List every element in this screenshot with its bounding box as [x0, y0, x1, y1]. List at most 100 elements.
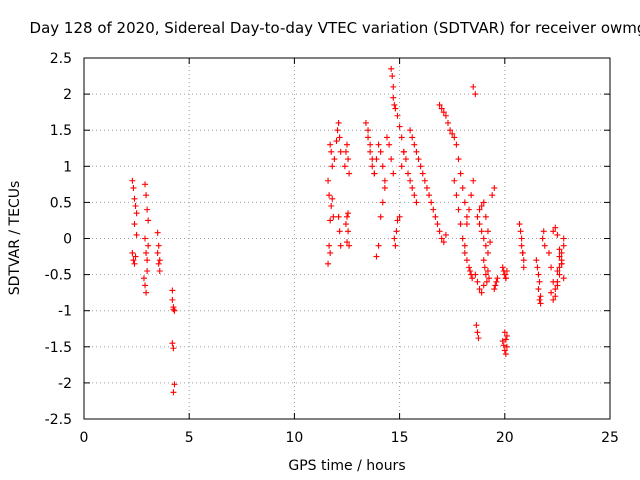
data-point [336, 228, 343, 235]
data-point [155, 242, 162, 249]
data-point [440, 109, 447, 116]
data-point [474, 329, 481, 336]
data-point [468, 192, 475, 199]
data-point [556, 246, 563, 253]
data-point [487, 239, 494, 246]
data-point [142, 282, 149, 289]
data-point [326, 242, 333, 249]
data-point [491, 184, 498, 191]
data-point [170, 389, 177, 396]
data-point [131, 260, 138, 267]
data-point [371, 170, 378, 177]
data-points [129, 65, 567, 396]
data-point [133, 210, 140, 217]
data-point [438, 105, 445, 112]
data-point [474, 213, 481, 220]
x-tick-label: 25 [601, 430, 619, 446]
data-point [492, 282, 499, 289]
data-point [337, 242, 344, 249]
data-point [143, 249, 150, 256]
y-axis: -2.5 -2 -1.5 -1 -0.5 0 0.5 1 1.5 2 2.5 [45, 51, 610, 428]
data-point [156, 257, 163, 264]
data-point [482, 213, 489, 220]
data-point [375, 242, 382, 249]
data-point [388, 156, 395, 163]
data-point [457, 170, 464, 177]
data-point [535, 271, 542, 278]
data-point [144, 257, 151, 264]
data-point [520, 264, 527, 271]
data-point [459, 235, 466, 242]
data-point [457, 221, 464, 228]
data-point [489, 192, 496, 199]
data-point [365, 134, 372, 141]
data-point [394, 112, 401, 119]
y-tick-label: -2.5 [45, 412, 72, 428]
data-point [486, 275, 493, 282]
data-point [491, 286, 498, 293]
data-point [463, 213, 470, 220]
data-point [554, 267, 561, 274]
x-tick-label: 20 [496, 430, 514, 446]
data-point [327, 249, 334, 256]
data-point [518, 235, 525, 242]
x-tick-label: 0 [80, 430, 89, 446]
data-point [482, 271, 489, 278]
data-point [342, 221, 349, 228]
data-point [334, 127, 341, 134]
data-point [367, 141, 374, 148]
data-point [447, 127, 454, 134]
data-point [145, 242, 152, 249]
data-point [365, 127, 372, 134]
data-point [516, 221, 523, 228]
x-axis-label: GPS time / hours [288, 458, 405, 474]
data-point [379, 199, 386, 206]
x-tick-label: 5 [185, 430, 194, 446]
data-point [375, 141, 382, 148]
data-point [502, 275, 509, 282]
data-point [474, 278, 481, 285]
data-point [560, 242, 567, 249]
data-point [169, 296, 176, 303]
data-point [345, 210, 352, 217]
data-point [533, 257, 540, 264]
data-point [540, 228, 547, 235]
data-point [336, 134, 343, 141]
y-tick-label: 1.5 [50, 123, 72, 139]
data-point [438, 235, 445, 242]
data-point [402, 156, 409, 163]
data-point [480, 257, 487, 264]
data-point [453, 141, 460, 148]
data-point [554, 278, 561, 285]
data-point [154, 229, 161, 236]
data-point [329, 163, 336, 170]
data-point [331, 156, 338, 163]
data-point [548, 289, 555, 296]
data-point [484, 249, 491, 256]
data-point [502, 351, 509, 358]
data-point [536, 278, 543, 285]
data-point [541, 242, 548, 249]
data-point [345, 156, 352, 163]
data-point [480, 282, 487, 289]
data-point [405, 170, 412, 177]
data-point [461, 242, 468, 249]
data-point [169, 340, 176, 347]
data-point [550, 228, 557, 235]
x-tick-label: 15 [391, 430, 409, 446]
data-point [556, 264, 563, 271]
data-point [325, 177, 332, 184]
data-point [463, 221, 470, 228]
data-point [494, 275, 501, 282]
data-point [156, 267, 163, 274]
data-point [333, 138, 340, 145]
data-point [436, 101, 443, 108]
data-point [344, 213, 350, 220]
data-point [373, 253, 380, 260]
data-point [423, 184, 430, 191]
data-point [369, 163, 376, 170]
data-point [143, 192, 150, 199]
data-point [415, 156, 422, 163]
data-point [391, 101, 398, 108]
data-point [325, 260, 332, 267]
